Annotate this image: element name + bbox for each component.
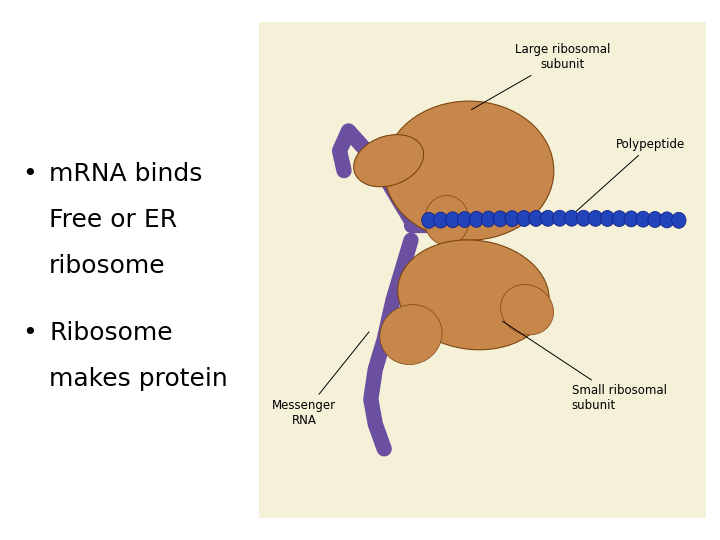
Text: •: • (22, 162, 37, 186)
Text: Free or ER: Free or ER (49, 208, 177, 232)
Circle shape (433, 212, 448, 228)
Ellipse shape (500, 285, 554, 335)
Circle shape (612, 211, 626, 227)
Circle shape (481, 211, 495, 227)
Text: •: • (22, 321, 37, 345)
Circle shape (457, 212, 472, 227)
Circle shape (660, 212, 674, 228)
Circle shape (505, 211, 519, 227)
Circle shape (672, 212, 686, 228)
Circle shape (422, 212, 436, 228)
FancyBboxPatch shape (259, 22, 706, 518)
Circle shape (588, 211, 603, 226)
Circle shape (517, 211, 531, 226)
Text: ribosome: ribosome (49, 254, 166, 278)
Ellipse shape (424, 195, 469, 245)
Circle shape (564, 210, 579, 226)
Text: mRNA binds: mRNA binds (49, 162, 202, 186)
Circle shape (446, 212, 460, 228)
Ellipse shape (380, 305, 442, 364)
Circle shape (636, 211, 650, 227)
Text: Ribosome: Ribosome (49, 321, 173, 345)
Circle shape (624, 211, 639, 227)
Circle shape (600, 211, 615, 226)
Circle shape (528, 211, 543, 226)
Ellipse shape (384, 101, 554, 240)
Circle shape (553, 210, 567, 226)
Text: Small ribosomal
subunit: Small ribosomal subunit (503, 321, 667, 412)
Circle shape (493, 211, 508, 227)
Circle shape (541, 211, 555, 226)
Text: Polypeptide: Polypeptide (574, 138, 685, 213)
Ellipse shape (397, 240, 549, 350)
Text: Messenger
RNA: Messenger RNA (271, 332, 369, 427)
Text: Large ribosomal
subunit: Large ribosomal subunit (472, 43, 611, 110)
Circle shape (577, 210, 590, 226)
Circle shape (648, 212, 662, 227)
Circle shape (469, 211, 484, 227)
Text: makes protein: makes protein (49, 367, 228, 391)
Ellipse shape (354, 134, 423, 187)
